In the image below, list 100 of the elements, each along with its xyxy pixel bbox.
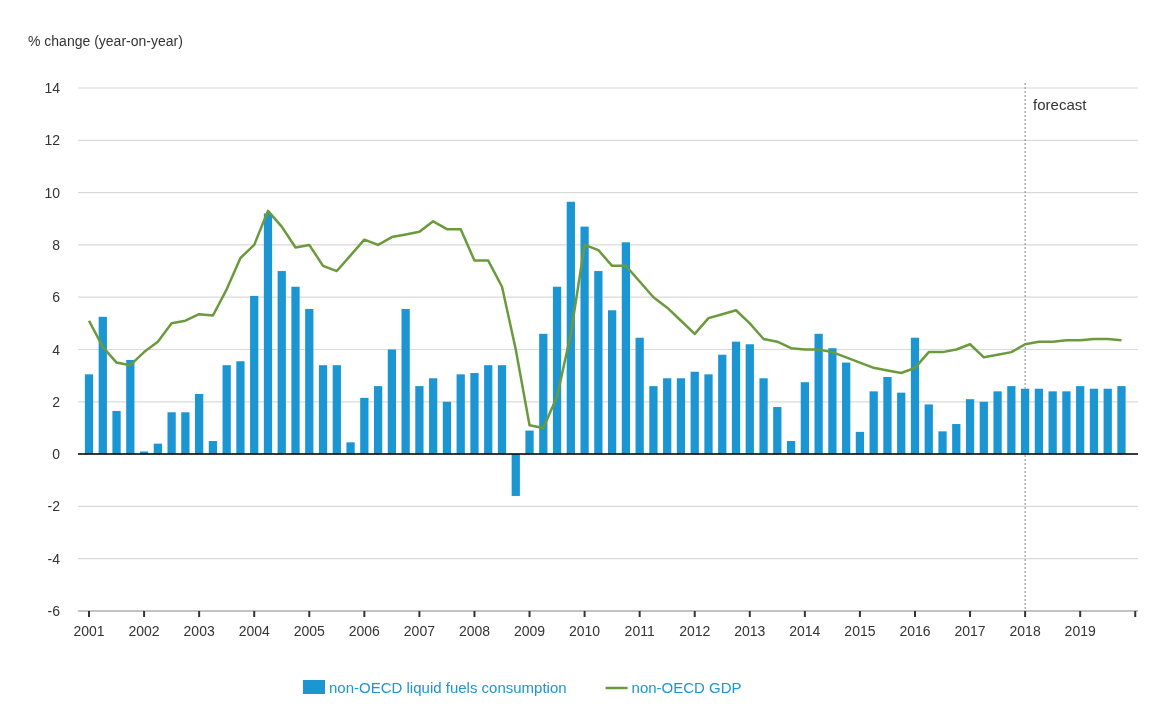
bar <box>1007 386 1016 455</box>
bar <box>924 404 933 455</box>
bar <box>952 424 961 455</box>
x-tick-label: 2019 <box>1064 623 1096 639</box>
bar <box>332 365 341 455</box>
y-tick-label: 2 <box>52 393 61 410</box>
bar <box>1034 388 1044 455</box>
bar <box>1117 386 1126 455</box>
bar <box>263 213 273 455</box>
x-tick-label: 2004 <box>238 623 270 639</box>
bar <box>305 308 314 455</box>
bar <box>621 242 631 455</box>
bar <box>704 374 713 455</box>
bar <box>539 333 548 455</box>
bar <box>979 401 988 455</box>
bar <box>360 397 369 455</box>
bar <box>828 348 837 455</box>
y-tick-label: -2 <box>47 498 61 515</box>
bar <box>965 399 975 455</box>
bar <box>594 271 603 455</box>
x-tick-label: 2010 <box>569 623 601 639</box>
bar <box>910 337 920 455</box>
x-tick-label: 2007 <box>403 623 436 639</box>
legend-label: non-OECD GDP <box>631 679 742 696</box>
bar <box>663 378 672 455</box>
bar <box>484 365 493 455</box>
y-axis-title: % change (year-on-year) <box>28 33 183 49</box>
x-tick-label: 2008 <box>458 623 491 639</box>
bar <box>745 344 754 455</box>
bar <box>1020 388 1030 455</box>
y-tick-label: 10 <box>44 184 61 201</box>
bar <box>318 365 328 455</box>
bar <box>690 371 699 455</box>
bar <box>580 226 589 455</box>
x-tick-label: 2016 <box>899 623 931 639</box>
bar <box>98 316 107 455</box>
bar <box>566 201 575 455</box>
bar <box>236 361 245 455</box>
bar <box>511 454 520 496</box>
x-tick-label: 2011 <box>624 623 655 639</box>
y-tick-label: 0 <box>52 446 61 463</box>
y-tick-label: 4 <box>52 341 61 358</box>
bar <box>552 286 562 455</box>
bar <box>277 271 286 455</box>
bar <box>608 310 617 455</box>
bar <box>456 374 465 455</box>
bar <box>387 349 396 455</box>
bar <box>346 442 355 455</box>
y-tick-label: -6 <box>47 603 61 619</box>
bar <box>167 412 176 455</box>
bar <box>84 374 94 455</box>
bar <box>649 386 658 455</box>
bar <box>401 308 410 455</box>
ref-line-label: forecast <box>1033 96 1088 113</box>
y-tick-label: 14 <box>44 80 61 96</box>
bar <box>497 365 507 455</box>
bar <box>759 378 768 455</box>
line-series <box>87 209 1123 430</box>
bar <box>1076 386 1085 455</box>
y-tick-label: 8 <box>52 236 61 253</box>
bar <box>897 392 906 455</box>
x-tick-label: 2001 <box>73 623 105 639</box>
x-tick-label: 2005 <box>293 623 326 639</box>
x-tick-label: 2002 <box>128 623 160 639</box>
bar <box>222 365 231 455</box>
bar <box>869 391 878 455</box>
bar <box>250 295 259 455</box>
x-tick-label: 2003 <box>183 623 215 639</box>
bar <box>112 410 121 455</box>
x-tick-label: 2017 <box>954 623 986 639</box>
legend-label: non-OECD liquid fuels consumption <box>329 679 567 696</box>
y-tick-label: -4 <box>47 550 61 567</box>
bar <box>373 386 383 455</box>
bar <box>773 407 782 455</box>
x-tick-label: 2013 <box>734 623 766 639</box>
bar <box>718 354 727 455</box>
bar <box>814 333 823 455</box>
bar <box>676 378 686 455</box>
bar <box>842 362 851 455</box>
bar <box>731 341 741 455</box>
y-tick-label: 12 <box>44 132 61 149</box>
bar <box>415 386 424 455</box>
bar <box>1089 388 1099 455</box>
bar <box>442 401 452 455</box>
bar <box>883 376 892 455</box>
bar <box>291 286 300 455</box>
x-tick-label: 2014 <box>789 623 821 639</box>
bar <box>1103 388 1112 455</box>
x-tick-label: 2018 <box>1009 623 1041 639</box>
bar <box>1062 391 1071 455</box>
bar <box>635 337 644 455</box>
bar <box>126 359 135 455</box>
bar <box>470 373 479 455</box>
bar <box>525 430 534 455</box>
bar <box>195 393 204 455</box>
bar <box>855 431 865 455</box>
bar <box>1048 391 1057 455</box>
bar <box>993 391 1002 455</box>
bar <box>800 382 809 455</box>
x-tick-label: 2015 <box>844 623 876 639</box>
